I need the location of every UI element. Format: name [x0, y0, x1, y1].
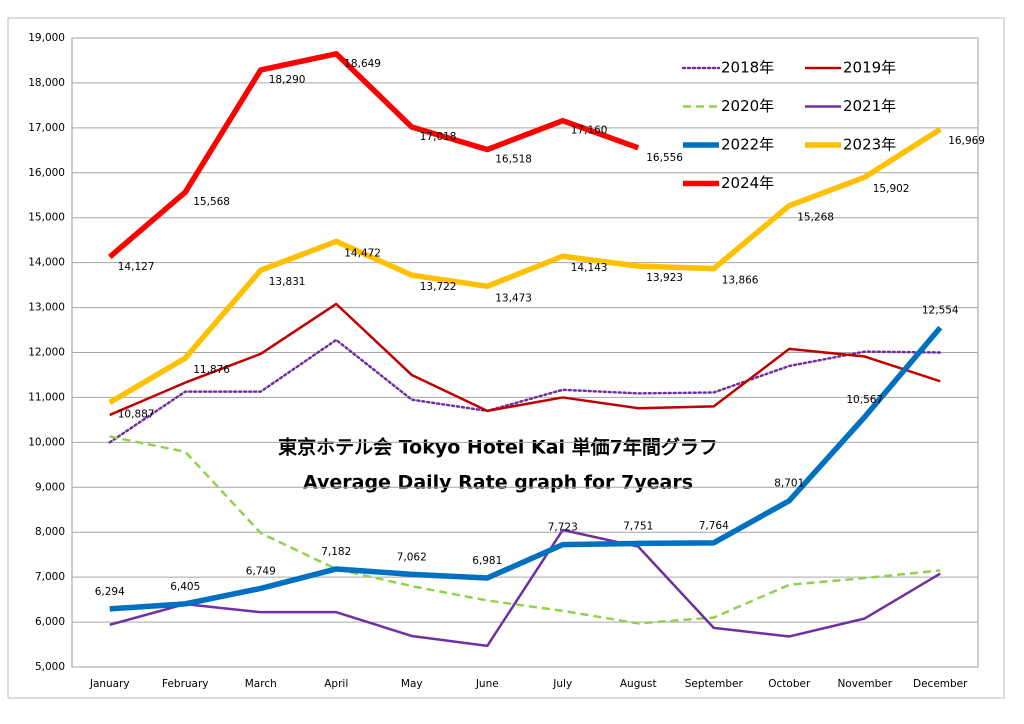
legend-label: 2020年	[721, 97, 774, 115]
x-tick-label: March	[245, 678, 277, 690]
data-label: 7,723	[548, 522, 578, 534]
series-line	[109, 325, 943, 612]
data-label: 15,902	[873, 183, 910, 195]
data-label: 6,981	[472, 555, 502, 567]
data-label: 18,649	[344, 58, 381, 70]
data-label: 11,876	[193, 364, 230, 376]
series-line	[108, 338, 942, 444]
data-label: 17,018	[420, 131, 457, 143]
legend-label: 2019年	[843, 59, 896, 77]
data-label: 6,405	[170, 581, 200, 593]
y-tick-label: 11,000	[28, 391, 65, 403]
x-tick-label: January	[89, 678, 130, 690]
y-tick-label: 14,000	[28, 257, 65, 269]
data-label: 8,701	[774, 478, 804, 490]
y-tick-label: 18,000	[28, 77, 65, 89]
legend-label: 2022年	[721, 136, 774, 154]
series-line	[108, 126, 942, 405]
chart-subtitle: Average Daily Rate graph for 7years	[303, 472, 693, 494]
series-line	[109, 302, 941, 417]
data-label: 7,182	[321, 546, 351, 558]
y-tick-label: 7,000	[35, 571, 65, 583]
x-tick-label: October	[768, 678, 811, 690]
data-label: 14,143	[571, 262, 608, 274]
data-label: 14,127	[118, 261, 155, 273]
x-tick-label: December	[913, 678, 968, 690]
data-label: 10,567	[846, 394, 883, 406]
series-line	[107, 51, 640, 260]
y-tick-label: 10,000	[28, 436, 65, 448]
data-label: 7,062	[397, 551, 427, 563]
x-tick-label: February	[162, 678, 209, 690]
data-label: 13,866	[722, 275, 759, 287]
x-tick-label: July	[552, 678, 572, 690]
data-label: 13,831	[269, 276, 306, 288]
legend-label: 2021年	[843, 97, 896, 115]
data-label: 16,518	[495, 154, 532, 166]
y-tick-label: 8,000	[35, 526, 65, 538]
y-tick-label: 16,000	[28, 167, 65, 179]
x-tick-label: August	[620, 678, 657, 690]
y-tick-label: 13,000	[28, 302, 65, 314]
data-label: 10,887	[118, 409, 155, 421]
chart-title: 東京ホテル会 Tokyo Hotel Kai 単価7年間グラフ	[278, 436, 718, 459]
data-label: 18,290	[269, 74, 306, 86]
x-tick-label: June	[475, 678, 499, 690]
x-tick-label: May	[401, 678, 423, 690]
data-label: 15,568	[193, 196, 230, 208]
chart-frame	[7, 17, 1005, 699]
y-tick-label: 15,000	[28, 212, 65, 224]
y-tick-label: 19,000	[28, 32, 65, 44]
data-label: 13,722	[420, 281, 457, 293]
data-label: 14,472	[344, 247, 381, 259]
y-tick-label: 9,000	[35, 481, 65, 493]
data-label: 6,294	[95, 586, 125, 598]
data-label: 6,749	[246, 565, 276, 577]
y-tick-label: 6,000	[35, 616, 65, 628]
data-label: 7,751	[623, 520, 653, 532]
data-label: 15,268	[797, 212, 834, 224]
x-tick-label: April	[324, 678, 348, 690]
data-label: 7,764	[699, 520, 729, 532]
series-line	[109, 435, 941, 625]
y-tick-label: 5,000	[35, 661, 65, 673]
data-label: 16,556	[646, 152, 683, 164]
series-line	[109, 528, 941, 648]
x-tick-label: September	[685, 678, 744, 690]
legend-label: 2023年	[843, 136, 896, 154]
data-label: 17,160	[571, 125, 608, 137]
legend-label: 2018年	[721, 59, 774, 77]
x-tick-label: November	[837, 678, 892, 690]
data-label: 16,969	[948, 135, 985, 147]
data-label: 12,554	[922, 305, 959, 317]
y-tick-label: 12,000	[28, 347, 65, 359]
y-tick-label: 17,000	[28, 122, 65, 134]
legend-label: 2024年	[721, 174, 774, 192]
data-label: 13,473	[495, 292, 532, 304]
data-label: 13,923	[646, 272, 683, 284]
